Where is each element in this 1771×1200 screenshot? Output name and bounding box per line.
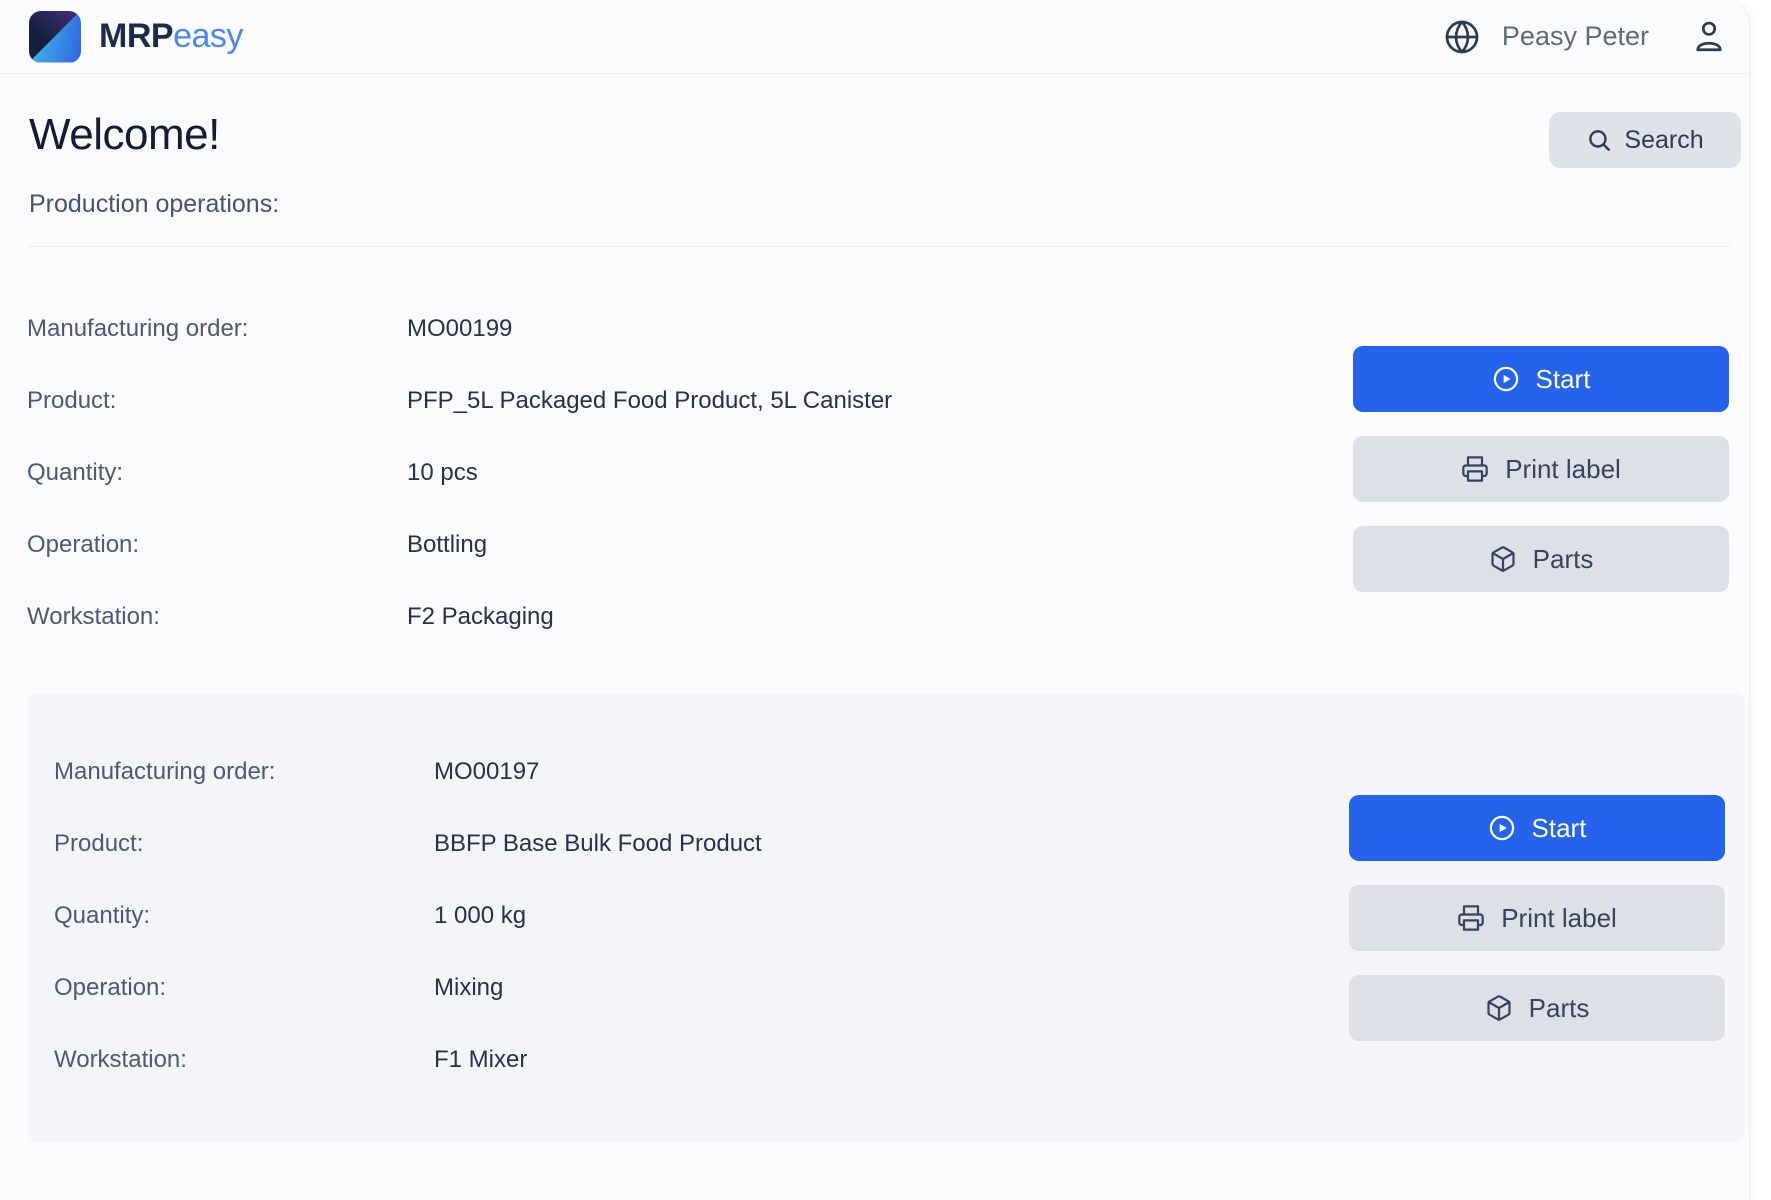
workstation-value: F2 Packaging	[407, 603, 554, 630]
operation-label: Operation:	[27, 531, 140, 558]
operation-row: Operation: Bottling	[27, 509, 1749, 581]
manufacturing-order-row: Manufacturing order: MO00197	[54, 736, 1745, 808]
page-title: Welcome!	[29, 110, 220, 159]
operation-value: Bottling	[407, 531, 488, 558]
operation-row: Operation: Mixing	[54, 952, 1745, 1024]
brand-name[interactable]: MRPeasy	[99, 17, 243, 56]
quantity-row: Quantity: 10 pcs	[27, 437, 1749, 509]
parts-button-label: Parts	[1528, 992, 1590, 1023]
search-button-label: Search	[1624, 125, 1704, 154]
play-circle-icon	[1488, 814, 1516, 842]
production-operation-card-1: Manufacturing order: MO00199 Product: PF…	[0, 247, 1749, 693]
quantity-value: 1 000 kg	[434, 902, 527, 929]
workstation-label: Workstation:	[27, 603, 160, 630]
cube-icon	[1489, 545, 1517, 573]
product-label: Product:	[54, 830, 144, 857]
user-icon[interactable]	[1691, 19, 1727, 55]
divider	[28, 246, 1731, 247]
cube-icon	[1485, 994, 1513, 1022]
product-value: PFP_5L Packaged Food Product, 5L Caniste…	[407, 387, 893, 414]
product-value: BBFP Base Bulk Food Product	[434, 830, 762, 857]
start-button-label: Start	[1531, 812, 1587, 843]
mrpeasy-logo-icon[interactable]	[29, 10, 81, 63]
printer-icon	[1457, 904, 1485, 932]
print-label-button-label: Print label	[1501, 902, 1617, 933]
brand-easy: easy	[173, 17, 243, 55]
start-button-label: Start	[1535, 363, 1591, 394]
manufacturing-order-value: MO00199	[407, 315, 513, 342]
workstation-value: F1 Mixer	[434, 1046, 528, 1073]
globe-icon[interactable]	[1444, 19, 1480, 55]
quantity-value: 10 pcs	[407, 459, 478, 486]
workstation-row: Workstation: F2 Packaging	[27, 581, 1749, 653]
print-label-button[interactable]: Print label	[1353, 436, 1729, 502]
parts-button[interactable]: Parts	[1349, 975, 1725, 1041]
quantity-label: Quantity:	[27, 459, 124, 486]
operation-label: Operation:	[54, 974, 167, 1001]
print-label-button[interactable]: Print label	[1349, 885, 1725, 951]
start-button[interactable]: Start	[1353, 346, 1729, 412]
product-row: Product: BBFP Base Bulk Food Product	[54, 808, 1745, 880]
search-button[interactable]: Search	[1549, 112, 1741, 168]
play-circle-icon	[1492, 365, 1520, 393]
parts-button[interactable]: Parts	[1353, 526, 1729, 592]
printer-icon	[1461, 455, 1489, 483]
workstation-label: Workstation:	[54, 1046, 187, 1073]
operation-value: Mixing	[434, 974, 504, 1001]
manufacturing-order-row: Manufacturing order: MO00199	[27, 293, 1749, 365]
production-operation-card-2: Manufacturing order: MO00197 Product: BB…	[28, 693, 1745, 1142]
brand-mrp: MRP	[99, 17, 174, 55]
parts-button-label: Parts	[1532, 543, 1594, 574]
quantity-label: Quantity:	[54, 902, 151, 929]
manufacturing-order-label: Manufacturing order:	[54, 758, 276, 785]
print-label-button-label: Print label	[1505, 453, 1621, 484]
product-label: Product:	[27, 387, 117, 414]
start-button[interactable]: Start	[1349, 795, 1725, 861]
page-subtitle: Production operations:	[29, 190, 280, 218]
manufacturing-order-label: Manufacturing order:	[27, 315, 249, 342]
quantity-row: Quantity: 1 000 kg	[54, 880, 1745, 952]
product-row: Product: PFP_5L Packaged Food Product, 5…	[27, 365, 1749, 437]
top-header: MRPeasy Peasy Peter	[0, 0, 1749, 74]
workstation-row: Workstation: F1 Mixer	[54, 1024, 1745, 1096]
user-name[interactable]: Peasy Peter	[1501, 21, 1649, 51]
manufacturing-order-value: MO00197	[434, 758, 540, 785]
search-icon	[1586, 127, 1612, 153]
